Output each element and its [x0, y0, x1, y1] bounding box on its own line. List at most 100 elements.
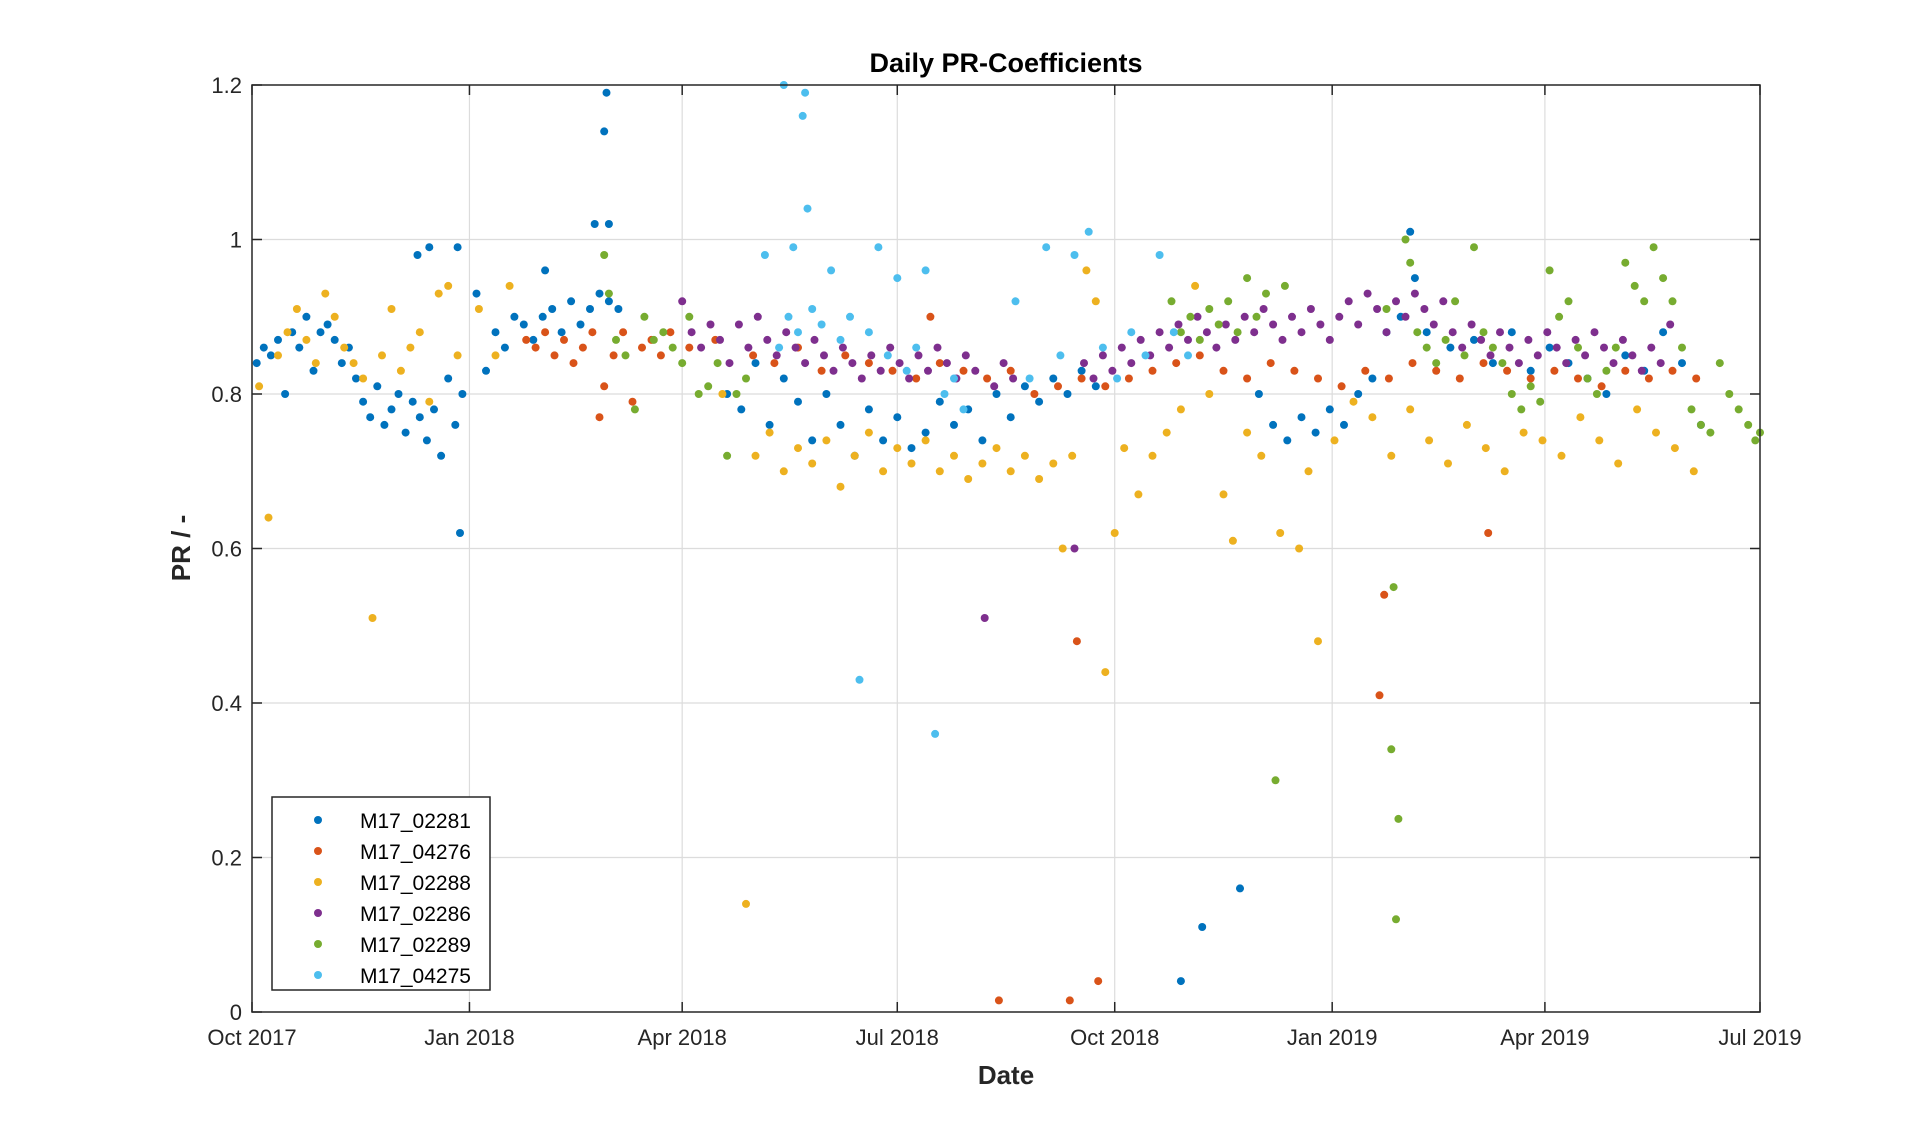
y-tick-label: 0.6 [211, 537, 242, 562]
data-point [1205, 305, 1214, 313]
data-point [678, 297, 687, 306]
data-point [716, 335, 724, 344]
data-point [302, 335, 311, 344]
data-point [330, 335, 339, 344]
data-point [718, 390, 727, 398]
data-point [595, 413, 604, 422]
data-point [337, 359, 346, 368]
data-point [902, 366, 911, 375]
data-point [857, 374, 866, 383]
data-point [1401, 235, 1410, 244]
data-point [1127, 328, 1136, 337]
data-point [1262, 289, 1270, 298]
data-point [1689, 467, 1698, 476]
axis-ticks: Oct 2017 Jan 2018 Apr 2018 Jul 2018 Oct 2018… [207, 73, 1801, 1050]
data-point [1072, 637, 1081, 646]
data-point [1337, 382, 1346, 391]
data-point [1098, 343, 1107, 352]
data-point [1656, 359, 1665, 368]
data-point [779, 374, 788, 383]
data-point [1595, 436, 1604, 445]
data-point [959, 366, 968, 375]
data-point [453, 243, 462, 252]
data-point [1252, 312, 1261, 321]
data-point [1751, 436, 1760, 445]
data-point [1077, 366, 1086, 375]
data-point [1330, 436, 1339, 445]
data-point [576, 320, 585, 329]
data-point [281, 390, 290, 398]
data-point [914, 351, 923, 360]
legend-box [271, 796, 491, 991]
data-point [437, 451, 446, 460]
data-point [1425, 436, 1434, 445]
data-point [1557, 451, 1566, 460]
data-point [1678, 343, 1686, 352]
data-point [451, 420, 460, 429]
data-point [1649, 243, 1658, 252]
data-point [1583, 374, 1592, 383]
data-point [990, 382, 999, 391]
data-point [1422, 328, 1431, 337]
legend-entry-label: M17_02286 [360, 903, 471, 926]
data-point [893, 444, 902, 453]
data-point [1446, 343, 1455, 352]
data-point [1056, 351, 1065, 360]
data-point [1392, 915, 1400, 924]
data-point [1734, 405, 1743, 414]
data-point [760, 251, 769, 259]
data-point [1380, 590, 1389, 599]
data-point [864, 405, 873, 414]
data-point [751, 451, 760, 460]
data-point [1488, 343, 1497, 352]
data-point [1058, 544, 1067, 553]
data-point [1668, 366, 1677, 375]
data-point [1621, 351, 1630, 360]
y-tick-label: 0.2 [211, 846, 242, 871]
data-point [1271, 776, 1280, 785]
data-point [791, 343, 800, 352]
data-point [935, 397, 944, 406]
data-point [1600, 343, 1608, 352]
data-point [864, 359, 873, 368]
data-point [588, 328, 597, 337]
data-point [803, 204, 812, 213]
data-point [302, 312, 311, 321]
legend-marker [314, 909, 322, 917]
data-point [763, 335, 772, 344]
data-point [1202, 328, 1211, 337]
data-point [1127, 359, 1136, 368]
data-point [458, 390, 467, 398]
data-point [1148, 366, 1157, 375]
data-point [491, 328, 500, 337]
legend-marker [314, 816, 322, 824]
x-tick-label: Jan 2018 [424, 1025, 515, 1050]
data-point [1325, 405, 1334, 414]
data-point [978, 459, 987, 468]
series-M17_02281 [252, 88, 1705, 986]
data-point [1382, 305, 1391, 313]
data-point [1545, 343, 1554, 352]
data-point [1082, 266, 1091, 275]
data-point [430, 405, 438, 414]
data-point [1486, 351, 1495, 360]
data-point [850, 451, 859, 460]
legend-marker [314, 971, 322, 979]
data-point [1077, 374, 1086, 383]
data-point [609, 351, 618, 360]
data-point [749, 351, 758, 360]
legend: M17_02281 M17_04276 M17_02288 M17_02286 M17_… [271, 796, 491, 991]
data-point [1439, 297, 1448, 306]
data-point [1507, 390, 1516, 398]
data-point [472, 289, 481, 298]
data-point [907, 459, 916, 468]
data-point [836, 482, 845, 491]
legend-entry-label: M17_04275 [360, 965, 471, 988]
data-point [1288, 312, 1296, 321]
data-point [1590, 328, 1599, 337]
data-point [1176, 977, 1185, 986]
data-point [1141, 351, 1150, 360]
data-point [1479, 328, 1488, 337]
data-point [1070, 251, 1079, 259]
data-point [602, 88, 611, 97]
